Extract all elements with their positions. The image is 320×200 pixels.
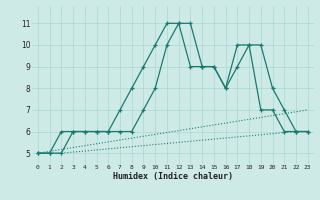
X-axis label: Humidex (Indice chaleur): Humidex (Indice chaleur) [113,172,233,181]
